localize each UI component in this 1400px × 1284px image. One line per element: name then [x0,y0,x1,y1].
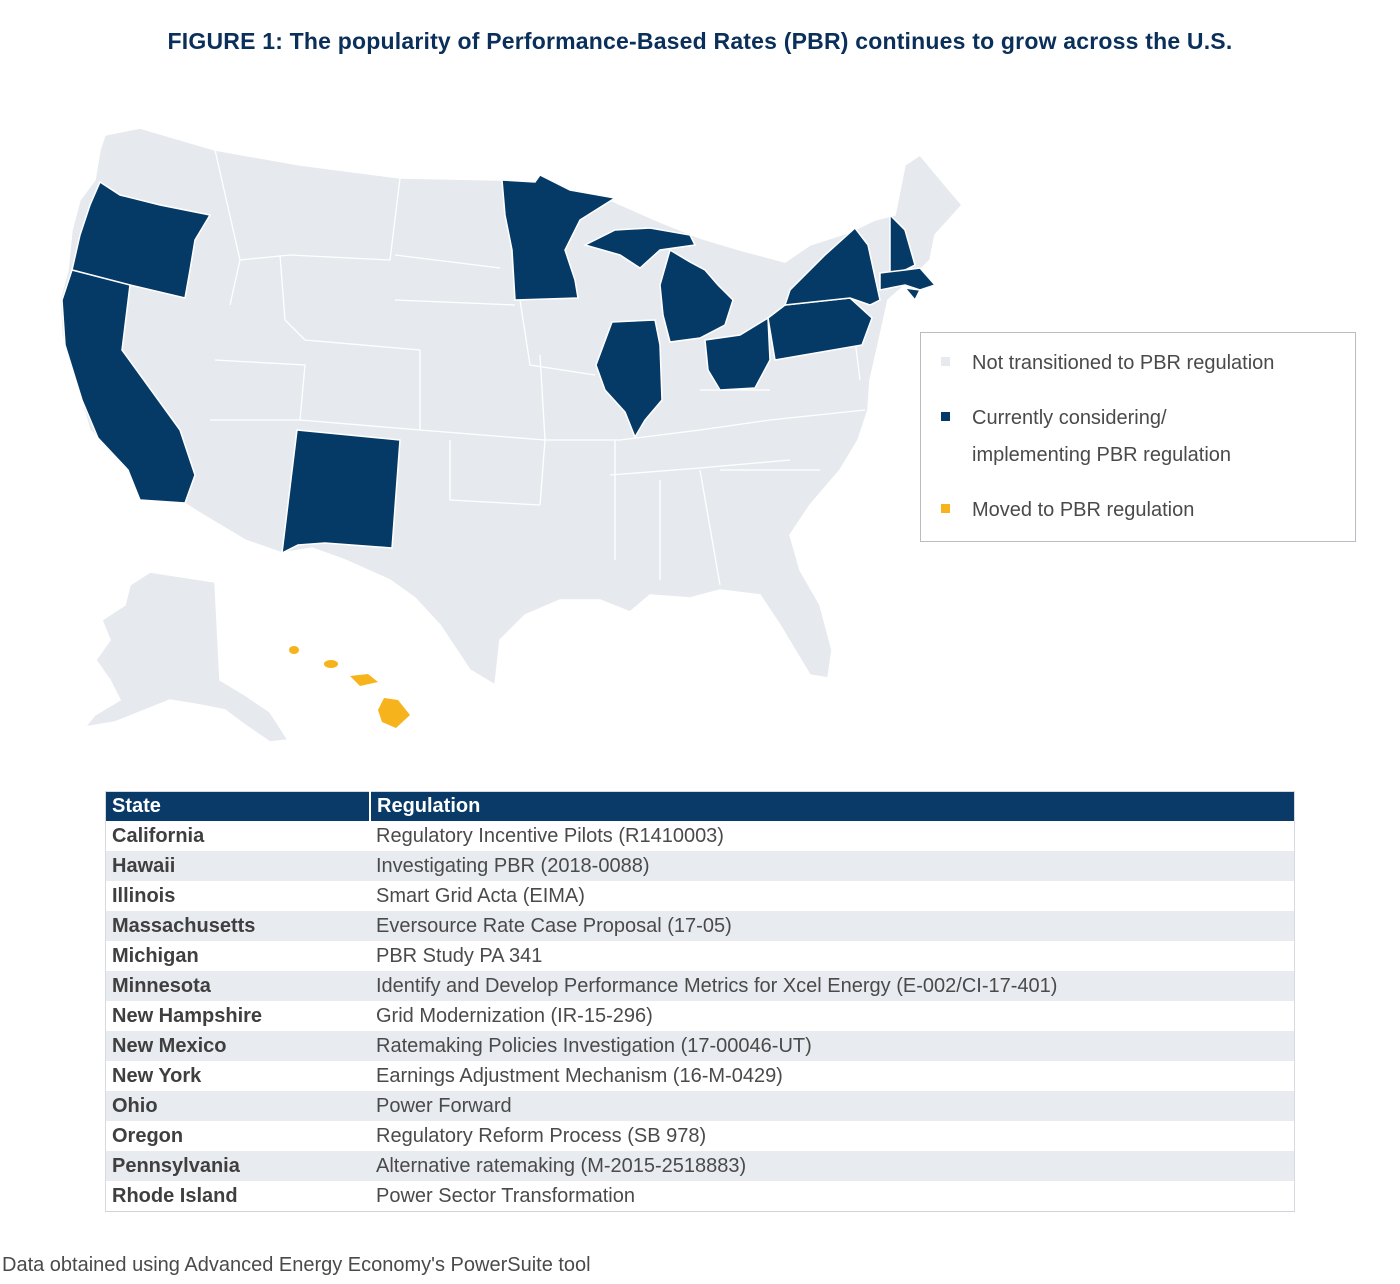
table-row: Minnesota Identify and Develop Performanc… [105,971,1295,1001]
table-row: Oregon Regulatory Reform Process (SB 978) [106,1121,1295,1151]
regulation-table: State Regulation California Regulatory In… [105,791,1295,1212]
hawaii-maui-group [350,674,378,686]
table-body: California Regulatory Incentive Pilots (R… [105,821,1295,1212]
table-row: Massachusetts Eversource Rate Case Propos… [105,911,1295,941]
table-row: New Mexico Ratemaking Policies Investigat… [105,1031,1295,1061]
state-rhode-island [903,287,922,302]
hawaii-big-island [378,698,410,728]
cell-regulation: Regulatory Incentive Pilots (R1410003) [376,824,724,847]
cell-state: Pennsylvania [105,1151,370,1181]
state-michigan-lower [659,248,734,343]
cell-regulation: Ratemaking Policies Investigation (17-00… [370,1031,1295,1061]
cell-regulation: Grid Modernization (IR-15-296) [376,1004,653,1027]
table-row: Illinois Smart Grid Acta (EIMA) [106,881,1295,911]
state-california [61,269,196,504]
cell-state: Michigan [112,944,199,967]
state-new-york [783,226,881,306]
cell-state: California [112,824,205,847]
table-row: Pennsylvania Alternative ratemaking (M-20… [105,1151,1295,1181]
legend-label-not-transitioned: Not transitioned to PBR regulation [972,352,1275,374]
table-row: California Regulatory Incentive Pilots (R… [106,821,1295,851]
cell-regulation: Power Sector Transformation [370,1181,1295,1212]
table-row: Ohio Power Forward [105,1091,1295,1121]
hawaii-kauai [289,646,299,654]
cell-state: Hawaii [105,851,370,881]
cell-state: Illinois [112,884,176,907]
cell-regulation: Earnings Adjustment Mechanism (16-M-0429… [376,1064,783,1087]
cell-state: Rhode Island [105,1181,370,1212]
legend-item-considering: Currently considering/ implementing PBR … [941,404,1231,474]
state-ohio [704,316,771,391]
cell-state: New York [112,1064,202,1087]
us-map [59,127,963,743]
legend-label-moved: Moved to PBR regulation [972,499,1195,521]
cell-regulation: Eversource Rate Case Proposal (17-05) [370,911,1295,941]
cell-regulation: Power Forward [370,1091,1295,1121]
source-note: Data obtained using Advanced Energy Econ… [2,1254,591,1276]
table-row: New Hampshire Grid Modernization (IR-15-2… [106,1001,1295,1031]
state-oregon [71,180,212,299]
cell-regulation: PBR Study PA 341 [376,944,543,967]
cell-state: Oregon [112,1124,184,1147]
figure-title: FIGURE 1: The popularity of Performance-… [167,28,1233,54]
header-state: State [105,791,370,821]
table-row: Michigan PBR Study PA 341 [106,941,1295,971]
state-minnesota [501,174,618,301]
legend-swatch-considering [941,412,950,421]
legend-swatch-not-transitioned [941,357,950,366]
state-michigan-upper [582,227,697,269]
cell-regulation: Alternative ratemaking (M-2015-2518883) [370,1151,1295,1181]
legend-label-considering: Currently considering/ implementing PBR … [972,407,1232,466]
header-regulation: Regulation [369,791,1295,821]
state-illinois [595,319,663,439]
cell-state: New Mexico [105,1031,370,1061]
table-header-row: State Regulation [105,791,1295,821]
state-new-hampshire [889,213,916,274]
state-massachusetts [879,267,937,291]
legend-item-moved: Moved to PBR regulation [941,496,1194,529]
cell-regulation: Smart Grid Acta (EIMA) [376,884,585,907]
hawaii-oahu [324,660,338,668]
cell-state: Minnesota [105,971,370,1001]
cell-state: Massachusetts [105,911,370,941]
table-row: Hawaii Investigating PBR (2018-0088) [105,851,1295,881]
cell-regulation: Regulatory Reform Process (SB 978) [376,1124,707,1147]
map-legend: Not transitioned to PBR regulation Curre… [920,332,1356,542]
cell-state: Ohio [105,1091,370,1121]
cell-regulation: Identify and Develop Performance Metrics… [370,971,1295,1001]
alaska [83,571,290,743]
table-row: Rhode Island Power Sector Transformation [105,1181,1295,1212]
state-new-mexico [281,429,401,555]
cell-state: New Hampshire [112,1004,263,1027]
table-row: New York Earnings Adjustment Mechanism (1… [106,1061,1295,1091]
cell-regulation: Investigating PBR (2018-0088) [370,851,1295,881]
legend-item-not-transitioned: Not transitioned to PBR regulation [941,349,1274,382]
legend-swatch-moved [941,504,950,513]
